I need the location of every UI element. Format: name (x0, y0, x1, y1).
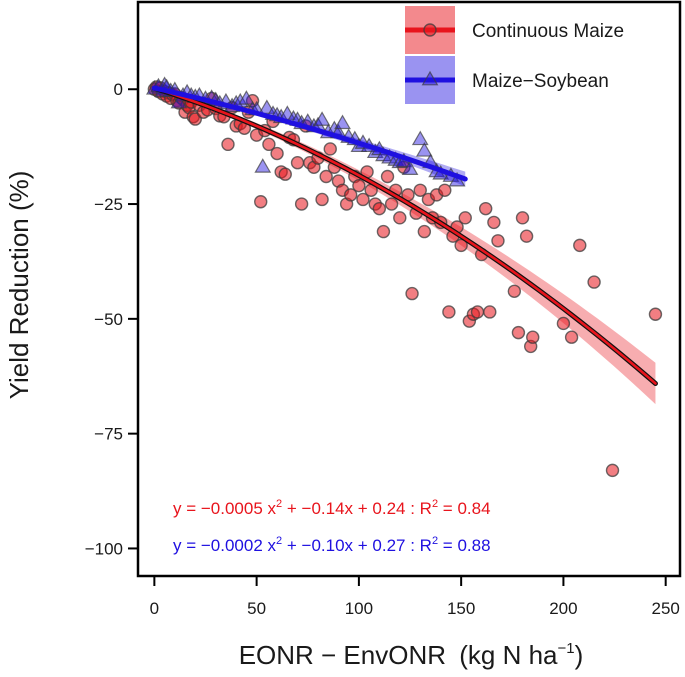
continuous-maize-point (454, 238, 468, 253)
continuous-maize-point (413, 183, 427, 197)
y-tick-label: −100 (85, 539, 123, 558)
x-axis: 0 50 100 150 200 250 (150, 576, 680, 618)
maize-soybean-point (334, 114, 351, 130)
continuous-maize-point (262, 137, 276, 152)
continuous-maize-point (438, 183, 452, 197)
continuous-maize-fit-equation: y = −0.0005 x2 + −0.14x + 0.24 : R2 = 0.… (173, 498, 491, 518)
y-axis-title: Yield Reduction (%) (4, 171, 34, 400)
continuous-maize-point (511, 325, 526, 340)
y-axis: 0 −25 −50 −75 −100 (85, 80, 138, 558)
maize-soybean-point (313, 111, 331, 126)
maize-soybean-legend-marker (421, 70, 439, 86)
maize-soybean-point (254, 158, 272, 173)
y-tick-label: −50 (94, 310, 123, 329)
fit-equations: y = −0.0005 x2 + −0.14x + 0.24 : R2 = 0.… (173, 498, 491, 555)
y-tick-label: 0 (114, 80, 123, 99)
continuous-maize-point (294, 197, 309, 211)
continuous-maize-point (417, 224, 432, 239)
x-tick-label: 50 (247, 599, 266, 618)
maize-soybean-fit-line (151, 85, 468, 182)
maize-soybean-fit-equation: y = −0.0002 x2 + −0.10x + 0.27 : R2 = 0.… (173, 535, 491, 555)
continuous-maize-point (458, 211, 472, 225)
continuous-maize-point (356, 192, 370, 207)
continuous-maize-point (442, 305, 456, 319)
continuous-maize-point (405, 286, 419, 301)
continuous-maize-point (491, 234, 505, 248)
continuous-maize-point (605, 463, 620, 478)
continuous-maize-point (393, 211, 407, 225)
continuous-maize-point (519, 229, 534, 243)
continuous-maize-point (278, 167, 292, 181)
maize-soybean-point (401, 160, 419, 176)
x-tick-label: 150 (447, 599, 475, 618)
continuous-maize-point (254, 195, 268, 209)
y-tick-label: −75 (94, 425, 123, 444)
continuous-maize-point (470, 305, 485, 319)
continuous-maize-point (344, 188, 358, 202)
continuous-maize-point (526, 330, 540, 344)
continuous-maize-point (376, 224, 391, 239)
maize-soybean-point (411, 130, 429, 146)
x-tick-label: 250 (651, 599, 679, 618)
fit-lines (151, 85, 658, 386)
x-axis-title-unit-close: ) (575, 640, 584, 670)
continuous-maize-point (319, 169, 333, 184)
continuous-maize-point (372, 201, 387, 216)
continuous-maize-point (384, 197, 399, 211)
continuous-maize-point (515, 211, 530, 225)
maize-soybean-legend-label: Maize−Soybean (472, 71, 609, 92)
x-axis-title: EONR − EnvONR (kg N ha−1) (239, 640, 584, 670)
x-axis-title-unit-exponent: −1 (558, 640, 575, 657)
continuous-maize-point (270, 146, 284, 161)
continuous-maize-point (564, 330, 579, 344)
continuous-maize-point (221, 137, 235, 152)
continuous-maize-point (507, 284, 522, 298)
x-axis-title-unit: (kg N ha (459, 640, 558, 670)
continuous-maize-point (556, 316, 571, 331)
continuous-maize-point (380, 169, 395, 184)
continuous-maize-point (483, 305, 497, 319)
continuous-maize-fit-line (153, 86, 657, 385)
x-tick-label: 100 (345, 599, 373, 618)
continuous-maize-point (290, 156, 305, 170)
maize-soybean-point (238, 90, 255, 105)
continuous-maize-point (648, 307, 663, 321)
x-tick-label: 0 (150, 599, 159, 618)
continuous-maize-point (487, 215, 501, 230)
continuous-maize-point (315, 192, 329, 207)
x-tick-label: 200 (549, 599, 577, 618)
maize-soybean-point (415, 142, 433, 157)
continuous-maize-point (587, 275, 601, 289)
continuous-maize-legend-label: Continuous Maize (472, 21, 624, 42)
y-tick-label: −25 (94, 195, 123, 214)
x-axis-title-main: EONR − EnvONR (239, 640, 446, 670)
continuous-maize-point (323, 142, 337, 156)
legend: Continuous Maize Maize−Soybean (405, 6, 624, 104)
continuous-maize-point (352, 178, 366, 193)
continuous-maize-point (478, 201, 493, 216)
continuous-maize-legend-marker (423, 23, 437, 37)
continuous-maize-point (573, 238, 587, 253)
